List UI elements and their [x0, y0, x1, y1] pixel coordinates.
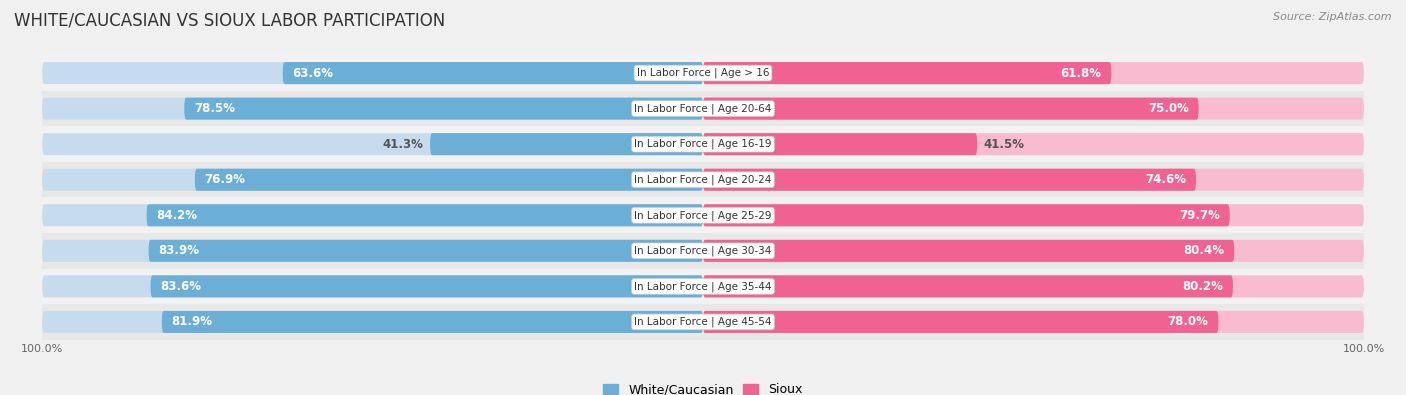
Bar — [42, 91, 1364, 126]
Text: 80.4%: 80.4% — [1184, 245, 1225, 257]
Text: 76.9%: 76.9% — [205, 173, 246, 186]
FancyBboxPatch shape — [283, 62, 703, 84]
FancyBboxPatch shape — [162, 311, 703, 333]
FancyBboxPatch shape — [703, 98, 1364, 120]
Text: 78.5%: 78.5% — [194, 102, 235, 115]
Text: In Labor Force | Age 25-29: In Labor Force | Age 25-29 — [634, 210, 772, 220]
Text: 80.2%: 80.2% — [1182, 280, 1223, 293]
FancyBboxPatch shape — [149, 240, 703, 262]
Bar — [42, 269, 1364, 304]
FancyBboxPatch shape — [42, 133, 703, 155]
Bar — [42, 162, 1364, 198]
FancyBboxPatch shape — [703, 275, 1233, 297]
Text: 74.6%: 74.6% — [1144, 173, 1187, 186]
Text: Source: ZipAtlas.com: Source: ZipAtlas.com — [1274, 12, 1392, 22]
FancyBboxPatch shape — [703, 240, 1234, 262]
FancyBboxPatch shape — [150, 275, 703, 297]
Legend: White/Caucasian, Sioux: White/Caucasian, Sioux — [603, 383, 803, 395]
FancyBboxPatch shape — [703, 62, 1364, 84]
Bar — [42, 126, 1364, 162]
FancyBboxPatch shape — [42, 62, 703, 84]
FancyBboxPatch shape — [703, 169, 1197, 191]
Text: 83.9%: 83.9% — [159, 245, 200, 257]
FancyBboxPatch shape — [703, 311, 1364, 333]
Text: 78.0%: 78.0% — [1167, 316, 1209, 328]
FancyBboxPatch shape — [703, 62, 1111, 84]
Text: In Labor Force | Age 20-24: In Labor Force | Age 20-24 — [634, 175, 772, 185]
FancyBboxPatch shape — [42, 240, 703, 262]
Text: 83.6%: 83.6% — [160, 280, 201, 293]
Text: In Labor Force | Age 30-34: In Labor Force | Age 30-34 — [634, 246, 772, 256]
Text: 63.6%: 63.6% — [292, 67, 333, 79]
FancyBboxPatch shape — [703, 275, 1364, 297]
Bar — [42, 198, 1364, 233]
Text: WHITE/CAUCASIAN VS SIOUX LABOR PARTICIPATION: WHITE/CAUCASIAN VS SIOUX LABOR PARTICIPA… — [14, 12, 446, 30]
FancyBboxPatch shape — [703, 98, 1198, 120]
Text: In Labor Force | Age 45-54: In Labor Force | Age 45-54 — [634, 317, 772, 327]
FancyBboxPatch shape — [42, 98, 703, 120]
FancyBboxPatch shape — [146, 204, 703, 226]
Text: 81.9%: 81.9% — [172, 316, 212, 328]
Bar — [42, 55, 1364, 91]
FancyBboxPatch shape — [703, 133, 977, 155]
FancyBboxPatch shape — [703, 204, 1230, 226]
FancyBboxPatch shape — [703, 133, 1364, 155]
Bar — [42, 304, 1364, 340]
FancyBboxPatch shape — [195, 169, 703, 191]
Text: In Labor Force | Age 16-19: In Labor Force | Age 16-19 — [634, 139, 772, 149]
FancyBboxPatch shape — [42, 311, 703, 333]
FancyBboxPatch shape — [703, 240, 1364, 262]
Text: 75.0%: 75.0% — [1147, 102, 1188, 115]
FancyBboxPatch shape — [703, 311, 1219, 333]
FancyBboxPatch shape — [42, 169, 703, 191]
FancyBboxPatch shape — [184, 98, 703, 120]
Text: 61.8%: 61.8% — [1060, 67, 1101, 79]
Text: 41.3%: 41.3% — [382, 138, 423, 150]
FancyBboxPatch shape — [703, 169, 1364, 191]
FancyBboxPatch shape — [42, 204, 703, 226]
Text: In Labor Force | Age > 16: In Labor Force | Age > 16 — [637, 68, 769, 78]
Text: 41.5%: 41.5% — [984, 138, 1025, 150]
Text: In Labor Force | Age 35-44: In Labor Force | Age 35-44 — [634, 281, 772, 292]
Bar — [42, 233, 1364, 269]
FancyBboxPatch shape — [430, 133, 703, 155]
Text: In Labor Force | Age 20-64: In Labor Force | Age 20-64 — [634, 103, 772, 114]
Text: 79.7%: 79.7% — [1178, 209, 1220, 222]
FancyBboxPatch shape — [703, 204, 1364, 226]
Text: 84.2%: 84.2% — [156, 209, 197, 222]
FancyBboxPatch shape — [42, 275, 703, 297]
